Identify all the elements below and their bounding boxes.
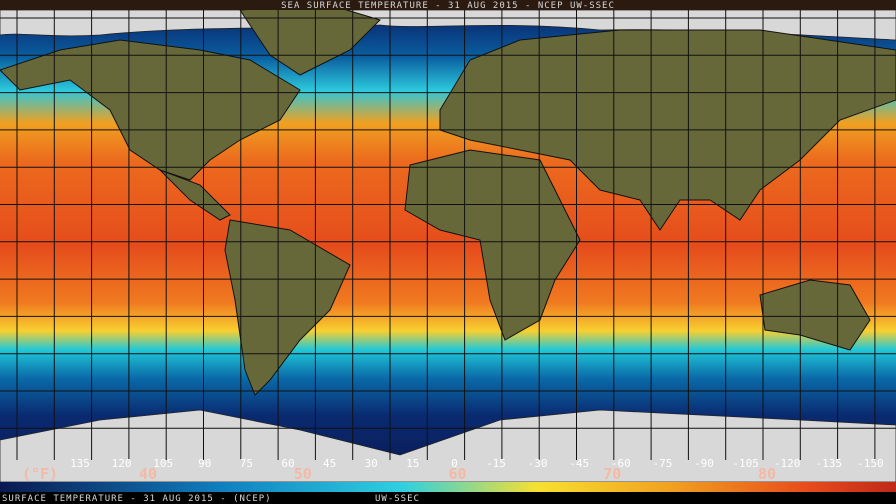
graticule — [0, 10, 896, 460]
north-america — [0, 39, 301, 181]
longitude-label: 135 — [70, 457, 90, 470]
legend-label: 50 — [294, 465, 312, 483]
legend-label: 60 — [448, 465, 466, 483]
legend-unit: (°F) — [22, 465, 58, 483]
longitude-label: 90 — [198, 457, 211, 470]
legend-label: 80 — [758, 465, 776, 483]
legend-label: 40 — [139, 465, 157, 483]
footer-bar — [0, 492, 896, 504]
longitude-label: 120 — [112, 457, 132, 470]
longitude-label: -105 — [732, 457, 759, 470]
longitude-label: 0 — [451, 457, 458, 470]
longitude-label: 75 — [240, 457, 253, 470]
south-america — [224, 219, 351, 396]
longitude-label: -135 — [816, 457, 843, 470]
longitude-label: -30 — [528, 457, 548, 470]
longitude-label: 60 — [281, 457, 294, 470]
longitude-label: 30 — [365, 457, 378, 470]
title: SEA SURFACE TEMPERATURE - 31 AUG 2015 - … — [281, 1, 615, 11]
longitude-label: 45 — [323, 457, 336, 470]
africa — [404, 149, 581, 341]
color-scale — [0, 482, 896, 492]
legend-label: 70 — [603, 465, 621, 483]
longitude-label: -120 — [774, 457, 801, 470]
longitude-label: -90 — [694, 457, 714, 470]
footer-credit: UW-SSEC — [375, 494, 420, 504]
footer-caption: SURFACE TEMPERATURE - 31 AUG 2015 - (NCE… — [2, 494, 272, 504]
longitude-label: 105 — [153, 457, 173, 470]
longitude-label: -150 — [857, 457, 884, 470]
longitude-label: -60 — [611, 457, 631, 470]
longitude-label: -45 — [569, 457, 589, 470]
longitude-label: 15 — [406, 457, 419, 470]
longitude-label: -15 — [486, 457, 506, 470]
longitude-label: -75 — [652, 457, 672, 470]
australia — [759, 279, 871, 351]
central-america — [159, 169, 231, 221]
title-bar — [0, 0, 896, 10]
